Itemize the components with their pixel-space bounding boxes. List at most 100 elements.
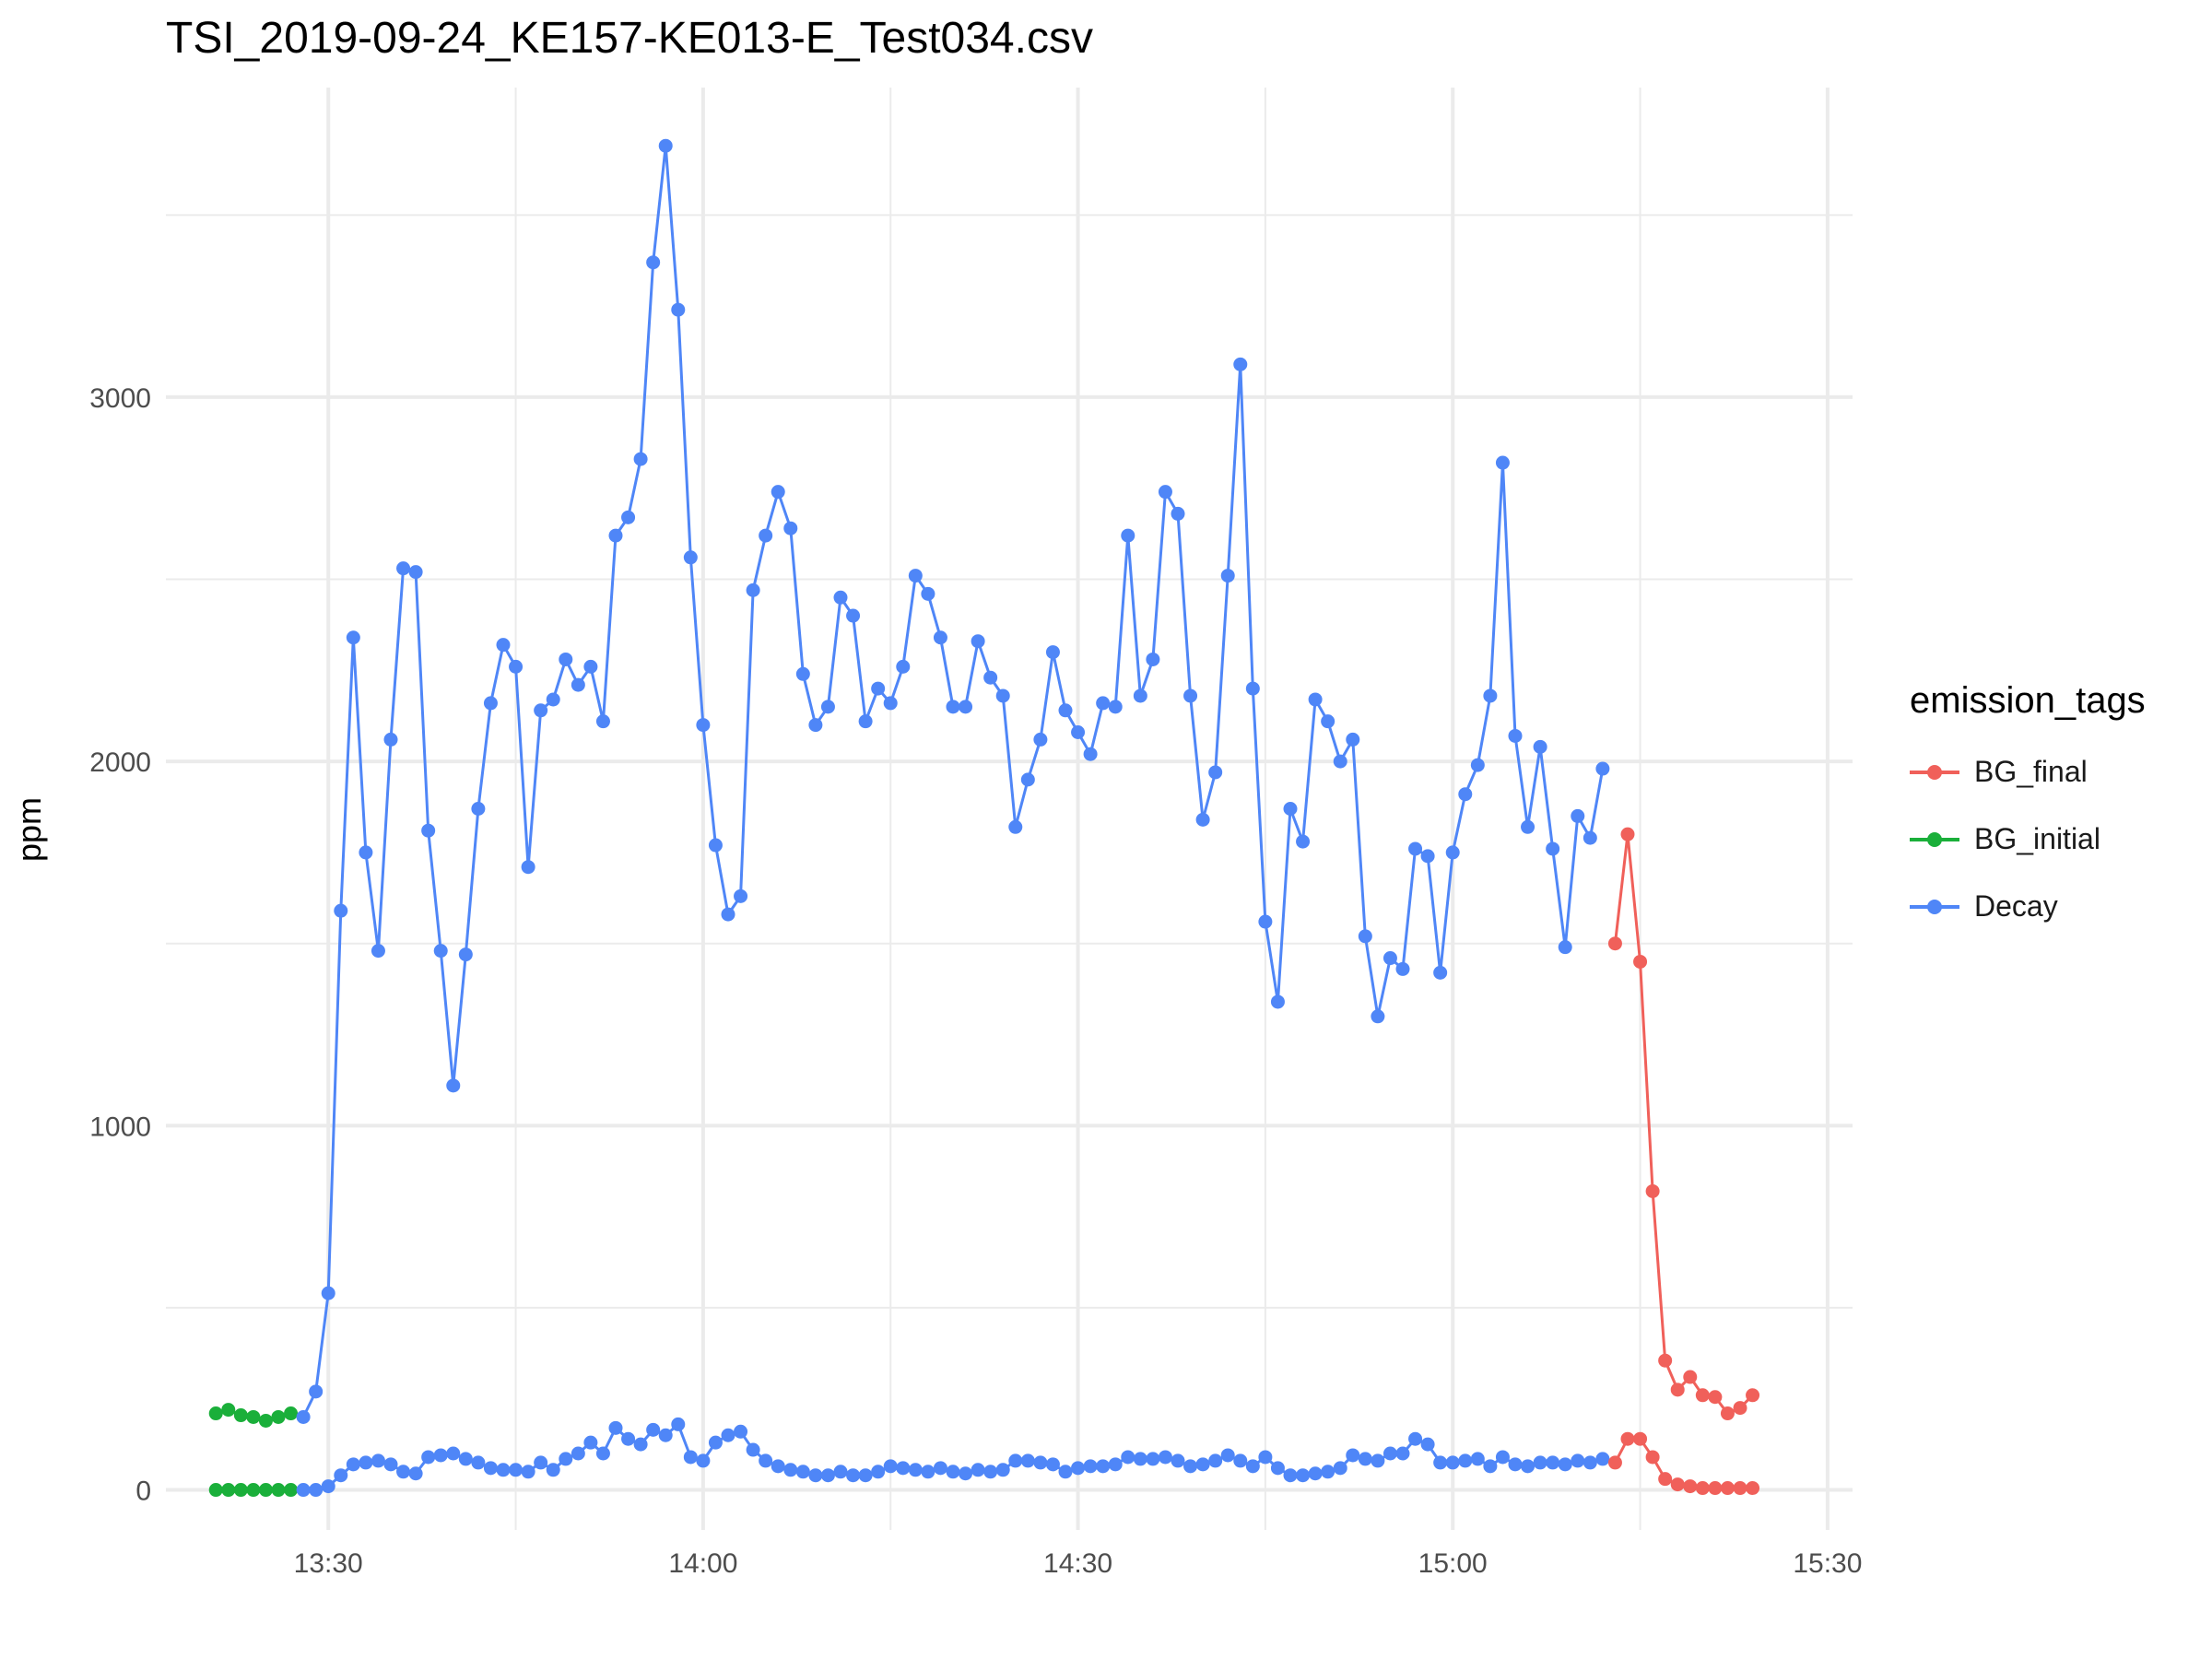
x-tick-label: 13:30 xyxy=(294,1548,363,1579)
data-point-decay xyxy=(359,1455,373,1470)
data-point-decay xyxy=(846,1468,861,1483)
data-point-decay xyxy=(1382,951,1397,966)
data-point-decay xyxy=(808,1468,823,1483)
legend-item-decay: Decay xyxy=(1910,873,2146,940)
legend-key-bg-initial xyxy=(1910,829,1959,851)
data-point-decay xyxy=(1158,1450,1172,1465)
data-point-decay xyxy=(1571,1453,1585,1468)
series-decay xyxy=(296,138,1610,1498)
data-point-decay xyxy=(1408,1431,1423,1446)
data-point-bg-initial xyxy=(221,1483,236,1498)
data-point-decay xyxy=(1595,1452,1610,1466)
data-point-decay xyxy=(1508,1457,1523,1472)
data-point-bg-final xyxy=(1620,1431,1635,1446)
data-point-decay xyxy=(1270,994,1285,1009)
data-point-decay xyxy=(1483,688,1498,703)
data-point-decay xyxy=(921,586,935,601)
data-point-bg-final xyxy=(1720,1406,1735,1421)
data-point-decay xyxy=(1146,1452,1160,1466)
data-point-bg-final xyxy=(1683,1370,1698,1384)
data-point-decay xyxy=(595,714,610,729)
data-point-decay xyxy=(1220,1448,1235,1463)
data-point-bg-final xyxy=(1607,1455,1622,1470)
data-point-bg-initial xyxy=(258,1483,273,1498)
data-point-decay xyxy=(1058,703,1073,718)
data-point-decay xyxy=(883,696,898,711)
data-point-decay xyxy=(359,845,373,860)
data-point-decay xyxy=(296,1483,311,1498)
data-point-decay xyxy=(946,1465,960,1479)
data-point-decay xyxy=(509,659,524,674)
legend-key-dot xyxy=(1927,899,1942,914)
data-point-decay xyxy=(1508,728,1523,743)
data-point-decay xyxy=(446,1078,461,1093)
data-point-decay xyxy=(571,1446,585,1461)
data-point-decay xyxy=(1521,1459,1535,1474)
data-point-bg-final xyxy=(1670,1477,1685,1492)
data-point-decay xyxy=(321,1479,335,1494)
data-point-decay xyxy=(795,666,810,681)
data-point-decay xyxy=(496,1463,511,1477)
data-point-bg-final xyxy=(1708,1390,1723,1405)
data-point-bg-final xyxy=(1683,1479,1698,1494)
data-point-decay xyxy=(1121,1450,1135,1465)
data-point-decay xyxy=(1308,692,1323,707)
data-point-decay xyxy=(1445,1455,1460,1470)
data-point-decay xyxy=(908,1463,923,1477)
data-point-bg-initial xyxy=(246,1483,261,1498)
data-point-decay xyxy=(1270,1461,1285,1476)
data-point-decay xyxy=(633,452,648,466)
data-point-decay xyxy=(559,1452,573,1466)
data-point-decay xyxy=(546,692,560,707)
data-point-bg-initial xyxy=(284,1406,299,1421)
data-point-bg-initial xyxy=(208,1406,223,1421)
data-point-decay xyxy=(396,561,411,576)
y-axis-label: ppm xyxy=(10,797,48,862)
data-point-decay xyxy=(1408,841,1423,856)
data-point-decay xyxy=(983,670,998,685)
data-point-decay xyxy=(458,1452,473,1466)
data-point-decay xyxy=(321,1286,335,1300)
data-point-decay xyxy=(1233,357,1248,371)
data-point-decay xyxy=(696,1453,711,1468)
data-point-decay xyxy=(1358,1452,1372,1466)
data-point-decay xyxy=(346,630,360,645)
data-point-decay xyxy=(1208,765,1223,780)
data-point-decay xyxy=(646,255,661,270)
data-point-decay xyxy=(820,1468,835,1483)
data-point-decay xyxy=(658,138,673,153)
data-point-bg-final xyxy=(1733,1481,1747,1496)
data-point-decay xyxy=(383,732,398,747)
data-point-decay xyxy=(1020,772,1035,787)
data-point-decay xyxy=(1358,929,1372,944)
series-bg-initial xyxy=(208,1403,299,1498)
data-point-decay xyxy=(1008,819,1023,834)
y-tick-label: 3000 xyxy=(89,383,151,414)
data-point-bg-initial xyxy=(208,1483,223,1498)
data-point-decay xyxy=(1445,845,1460,860)
data-point-decay xyxy=(621,510,636,524)
data-point-decay xyxy=(833,1465,848,1479)
data-point-decay xyxy=(1346,732,1360,747)
data-point-decay xyxy=(846,608,861,623)
data-point-bg-initial xyxy=(271,1409,286,1424)
data-point-decay xyxy=(1495,1450,1510,1465)
x-tick-label: 14:30 xyxy=(1043,1548,1112,1579)
data-point-decay xyxy=(1071,1461,1086,1476)
data-point-bg-final xyxy=(1720,1481,1735,1496)
data-point-bg-final xyxy=(1746,1388,1760,1403)
data-point-decay xyxy=(1195,812,1210,827)
data-point-decay xyxy=(658,1428,673,1442)
data-point-decay xyxy=(1133,688,1147,703)
data-point-decay xyxy=(1045,1457,1060,1472)
data-point-decay xyxy=(521,1465,535,1479)
grid-layer xyxy=(166,88,1853,1530)
data-point-decay xyxy=(1495,455,1510,470)
legend-key-decay xyxy=(1910,896,1959,918)
legend-key-bg-final xyxy=(1910,761,1959,783)
data-point-decay xyxy=(583,1435,598,1450)
data-point-decay xyxy=(1371,1009,1385,1024)
data-point-decay xyxy=(746,582,760,597)
data-point-bg-initial xyxy=(221,1403,236,1418)
data-point-decay xyxy=(408,1466,423,1481)
